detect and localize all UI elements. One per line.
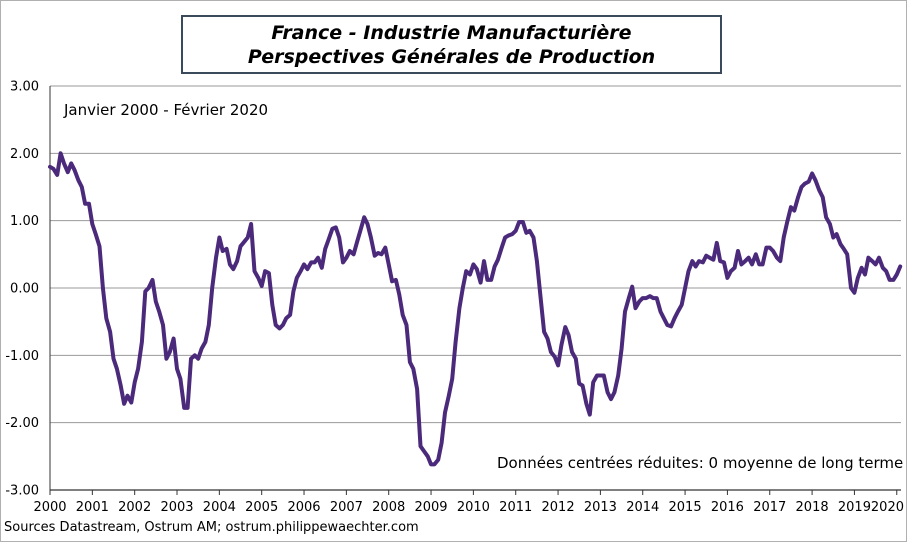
y-tick-label: -1.00 <box>5 349 39 364</box>
x-tick-label: 2011 <box>499 500 532 515</box>
x-tick-label: 2013 <box>584 500 617 515</box>
y-tick-label: 1.00 <box>10 214 39 229</box>
chart-title-box: France - Industrie Manufacturière Perspe… <box>181 15 722 74</box>
chart-source: Sources Datastream, Ostrum AM; ostrum.ph… <box>4 520 419 535</box>
y-tick-label: 3.00 <box>10 80 39 95</box>
y-tick-label: -3.00 <box>5 484 39 499</box>
x-tick-label: 2020 <box>871 500 904 515</box>
y-tick-label: -2.00 <box>5 416 39 431</box>
x-tick-label: 2005 <box>245 500 278 515</box>
y-tick-label: 0.00 <box>10 282 39 297</box>
x-tick-label: 2002 <box>118 500 151 515</box>
x-tick-label: 2007 <box>330 500 363 515</box>
series-line <box>48 151 903 467</box>
x-tick-label: 2003 <box>160 500 193 515</box>
x-tick-label: 2015 <box>669 500 702 515</box>
y-axis-ticks: 3.00 2.00 1.00 0.00 -1.00 -2.00 -3.00 <box>5 80 39 499</box>
x-tick-label: 2009 <box>414 500 447 515</box>
chart-subtitle: Janvier 2000 - Février 2020 <box>64 101 269 119</box>
x-tick-label: 2012 <box>542 500 575 515</box>
x-tick-label: 2004 <box>203 500 236 515</box>
x-tick-label: 2017 <box>753 500 786 515</box>
x-tick-label: 2010 <box>457 500 490 515</box>
grid-lines <box>49 85 901 491</box>
x-tick-label: 2019 <box>838 500 871 515</box>
y-tick-label: 2.00 <box>10 147 39 162</box>
x-tick-label: 2014 <box>626 500 659 515</box>
x-tick-label: 2001 <box>76 500 109 515</box>
x-tick-label: 2000 <box>33 500 66 515</box>
chart-note: Données centrées réduites: 0 moyenne de … <box>497 454 904 472</box>
chart-title-line-1: France - Industrie Manufacturière <box>271 21 632 44</box>
chart-title-line-2: Perspectives Générales de Production <box>247 45 656 68</box>
x-tick-label: 2018 <box>796 500 829 515</box>
x-tick-label: 2016 <box>711 500 744 515</box>
x-tick-label: 2006 <box>287 500 320 515</box>
x-tick-label: 2008 <box>372 500 405 515</box>
x-axis-ticks: 2000 2001 2002 2003 2004 2005 2006 2007 2008 2009… <box>33 490 904 515</box>
